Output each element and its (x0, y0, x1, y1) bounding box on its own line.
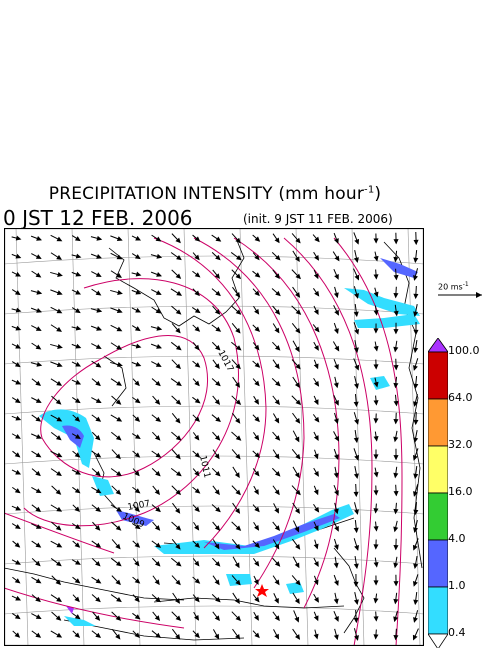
color-scale-label: 0.4 (448, 626, 466, 639)
color-scale-label: 32.0 (448, 438, 473, 451)
color-scale-label: 100.0 (448, 344, 480, 357)
reference-vector-arrow (438, 292, 482, 298)
isobars (4, 237, 403, 646)
wind-vectors (11, 231, 419, 641)
color-scale-label: 1.0 (448, 579, 466, 592)
location-marker (255, 584, 269, 597)
color-scale-label: 4.0 (448, 532, 466, 545)
chart-title: PRECIPITATION INTENSITY (mm hour-1) (48, 184, 382, 204)
color-scale-label: 16.0 (448, 485, 473, 498)
reference-vector-label: 20 ms-1 (438, 281, 469, 292)
color-scale-label: 64.0 (448, 391, 473, 404)
color-scale-bar (428, 338, 448, 648)
isobar-label: 1011 (197, 455, 212, 479)
isobar-label: 1007 (127, 499, 151, 513)
valid-time: 0 JST 12 FEB. 2006 (3, 206, 193, 230)
init-time: (init. 9 JST 11 FEB. 2006) (243, 212, 393, 226)
